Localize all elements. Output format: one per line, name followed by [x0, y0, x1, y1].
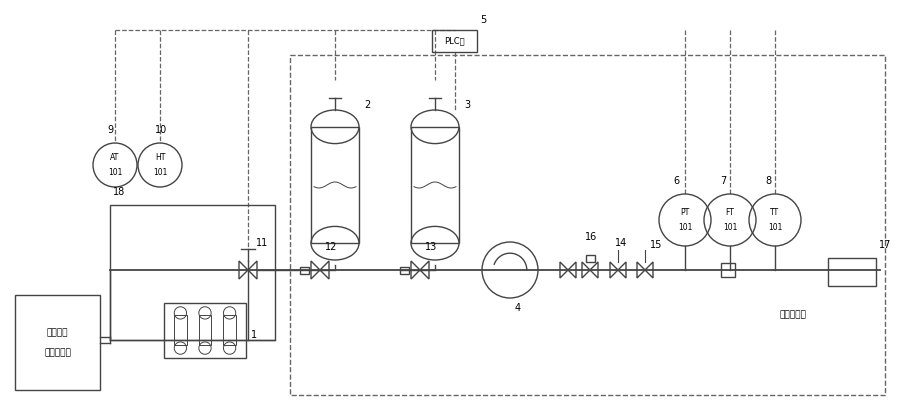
Bar: [400, 266, 409, 274]
Bar: [586, 254, 595, 261]
Text: 8: 8: [765, 176, 771, 186]
Text: FT: FT: [725, 208, 734, 217]
Text: 101: 101: [768, 223, 782, 232]
Bar: [223, 315, 236, 345]
Bar: [290, 55, 885, 395]
Bar: [432, 30, 477, 52]
Text: 氢气集栓: 氢气集栓: [47, 328, 68, 337]
Bar: [164, 303, 246, 358]
Text: 7: 7: [720, 176, 726, 186]
Text: 17: 17: [879, 240, 891, 250]
Text: 14: 14: [615, 238, 627, 248]
Bar: [300, 266, 309, 274]
Text: 或长管拖车: 或长管拖车: [44, 348, 71, 357]
Text: 12: 12: [325, 242, 338, 252]
Text: PT: PT: [680, 208, 689, 217]
Text: 9: 9: [107, 125, 113, 135]
Text: 15: 15: [650, 240, 662, 250]
Bar: [828, 258, 876, 286]
Text: 18: 18: [113, 187, 125, 197]
Bar: [721, 263, 735, 277]
Bar: [15, 295, 100, 390]
Text: 6: 6: [673, 176, 680, 186]
Text: 13: 13: [425, 242, 437, 252]
Bar: [175, 315, 186, 345]
Text: 16: 16: [585, 232, 598, 242]
Text: 1: 1: [251, 330, 257, 340]
Text: 101: 101: [108, 168, 122, 177]
Text: 加氢枪组件: 加氢枪组件: [780, 310, 807, 319]
Text: 11: 11: [256, 238, 268, 248]
Text: 4: 4: [515, 303, 521, 313]
Text: 10: 10: [155, 125, 167, 135]
Text: HT: HT: [155, 153, 166, 162]
Text: PLC柜: PLC柜: [445, 36, 464, 46]
Text: 101: 101: [723, 223, 737, 232]
Text: 2: 2: [364, 100, 370, 110]
Text: 101: 101: [153, 168, 167, 177]
Text: 101: 101: [678, 223, 692, 232]
Text: 3: 3: [464, 100, 470, 110]
Text: 5: 5: [480, 15, 486, 25]
Text: TT: TT: [770, 208, 779, 217]
Bar: [199, 315, 212, 345]
Bar: [411, 127, 459, 243]
Bar: [311, 127, 359, 243]
Bar: [110, 205, 275, 340]
Text: AT: AT: [111, 153, 120, 162]
